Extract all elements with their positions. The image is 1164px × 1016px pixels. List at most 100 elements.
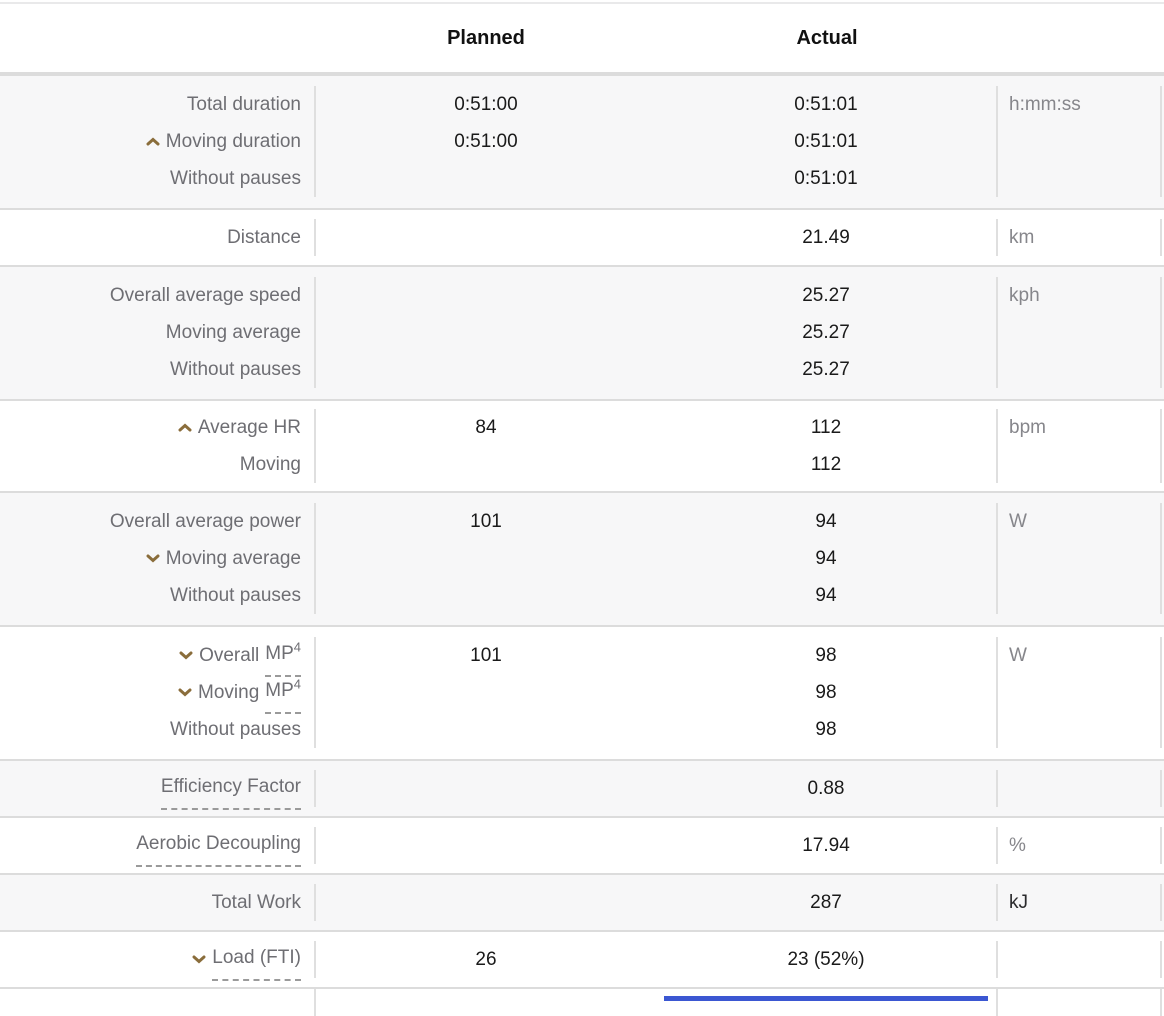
table-row: Total Work 287 kJ [0, 875, 1164, 932]
planned-value: 101 [470, 511, 502, 532]
trend-up-caret-icon [146, 137, 160, 146]
metric-label-cell: Total duration Moving duration Without pau… [0, 86, 316, 197]
planned-value [316, 884, 656, 921]
actual-value: 112 [810, 454, 842, 475]
actual-value: 0.88 [807, 778, 845, 799]
metrics-table-body: Total duration Moving duration Without pau… [0, 76, 1164, 989]
actual-cell: 17.94 [656, 827, 998, 864]
metric-label: Total Work [0, 884, 314, 921]
table-row: Overall average power Moving average Witho… [0, 493, 1164, 627]
unit-cell: kph [998, 277, 1162, 388]
metric-term-superscript: 4 [293, 639, 301, 655]
table-row: Total duration Moving duration Without pau… [0, 76, 1164, 210]
metric-label-text: Total Work [211, 892, 301, 913]
metric-label-text: Without pauses [170, 719, 301, 740]
metric-label: Without pauses [0, 577, 314, 614]
table-row: Aerobic Decoupling 17.94% [0, 818, 1164, 875]
actual-value: 23 (52%) [787, 949, 865, 970]
unit-label [998, 770, 1160, 807]
actual-value: 25.27 [802, 285, 850, 306]
table-row: Average HR Moving 84 112 112 bpm [0, 401, 1164, 493]
header-divider [0, 72, 1164, 76]
metric-label-cell: Efficiency Factor [0, 768, 316, 810]
planned-value [316, 446, 656, 483]
planned-cell [316, 219, 656, 256]
metric-label: Overall average speed [0, 277, 314, 314]
actual-value: 94 [815, 585, 837, 606]
actual-cell: 94 94 94 [656, 503, 998, 614]
actual-value: 0:51:01 [794, 94, 858, 115]
metric-label: Without pauses [0, 160, 314, 197]
trend-down-caret-icon [146, 554, 160, 563]
metric-label-text: Moving average [165, 548, 301, 569]
unit-cell [998, 770, 1162, 807]
planned-value [316, 314, 656, 351]
unit-label: W [1009, 645, 1027, 666]
unit-label: W [1009, 511, 1027, 532]
planned-value [316, 219, 656, 256]
metric-label-cell: Overall MP4 Moving MP4 Without pauses [0, 637, 316, 748]
planned-cell [316, 277, 656, 388]
metric-label-text: Moving duration [165, 131, 301, 152]
metric-label-text: Total duration [186, 94, 301, 115]
actual-cell [656, 989, 998, 1016]
trend-down-caret-icon [179, 651, 193, 660]
unit-label [998, 941, 1160, 978]
metric-label: Without pauses [0, 711, 314, 748]
planned-value: 26 [475, 949, 497, 970]
unit-cell: bpm [998, 409, 1162, 483]
focused-input-bar[interactable] [664, 996, 988, 1001]
metric-label-text: Moving [239, 454, 301, 475]
unit-cell: % [998, 827, 1162, 864]
planned-value [316, 674, 656, 711]
planned-cell [316, 884, 656, 921]
metric-term-tooltip[interactable]: Aerobic Decoupling [136, 825, 301, 867]
actual-value: 25.27 [802, 359, 850, 380]
planned-value: 0:51:00 [454, 131, 518, 152]
metric-label-cell: Aerobic Decoupling [0, 825, 316, 867]
unit-label: kJ [1009, 892, 1028, 913]
metric-label: Moving MP4 [0, 672, 314, 714]
metric-label-text: Distance [227, 227, 301, 248]
planned-cell [316, 989, 656, 1016]
metric-term-tooltip[interactable]: Efficiency Factor [160, 768, 301, 810]
actual-cell: 23 (52%) [656, 941, 998, 978]
actual-value: 98 [815, 719, 837, 740]
unit-label: km [1009, 227, 1035, 248]
metric-label: Overall average power [0, 503, 314, 540]
metric-label-text: Overall average speed [109, 285, 301, 306]
unit-label: h:mm:ss [1009, 94, 1081, 115]
planned-column-header: Planned [447, 26, 525, 49]
unit-cell [998, 941, 1162, 978]
planned-value [316, 160, 656, 197]
top-divider [0, 2, 1164, 4]
planned-cell: 0:51:00 0:51:00 [316, 86, 656, 197]
planned-cell: 84 [316, 409, 656, 483]
metric-label: Overall MP4 [0, 635, 314, 677]
metric-term-tooltip[interactable]: MP4 [265, 635, 301, 677]
metric-label: Moving [0, 446, 314, 483]
planned-cell: 101 [316, 503, 656, 614]
actual-cell: 0.88 [656, 770, 998, 807]
actual-value: 25.27 [802, 322, 850, 343]
actual-value: 98 [815, 645, 837, 666]
metric-label: Moving duration [0, 123, 314, 160]
metric-label-cell: Average HR Moving [0, 409, 316, 483]
metric-label-text: Without pauses [170, 359, 301, 380]
metric-term-tooltip[interactable]: Load (FTI) [212, 939, 301, 981]
planned-value [316, 577, 656, 614]
actual-value: 98 [815, 682, 837, 703]
metric-label: Average HR [0, 409, 314, 446]
actual-cell: 25.27 25.27 25.27 [656, 277, 998, 388]
metric-label-text: Moving average [165, 322, 301, 343]
unit-cell: W [998, 637, 1162, 748]
planned-value: 84 [475, 417, 497, 438]
actual-cell: 98 98 98 [656, 637, 998, 748]
metric-label: Total duration [0, 86, 314, 123]
metric-label-text: Without pauses [170, 585, 301, 606]
unit-cell: kJ [998, 884, 1162, 921]
metric-term-tooltip[interactable]: MP4 [265, 672, 301, 714]
actual-cell: 0:51:01 0:51:01 0:51:01 [656, 86, 998, 197]
metric-label-text: Overall [199, 645, 260, 666]
